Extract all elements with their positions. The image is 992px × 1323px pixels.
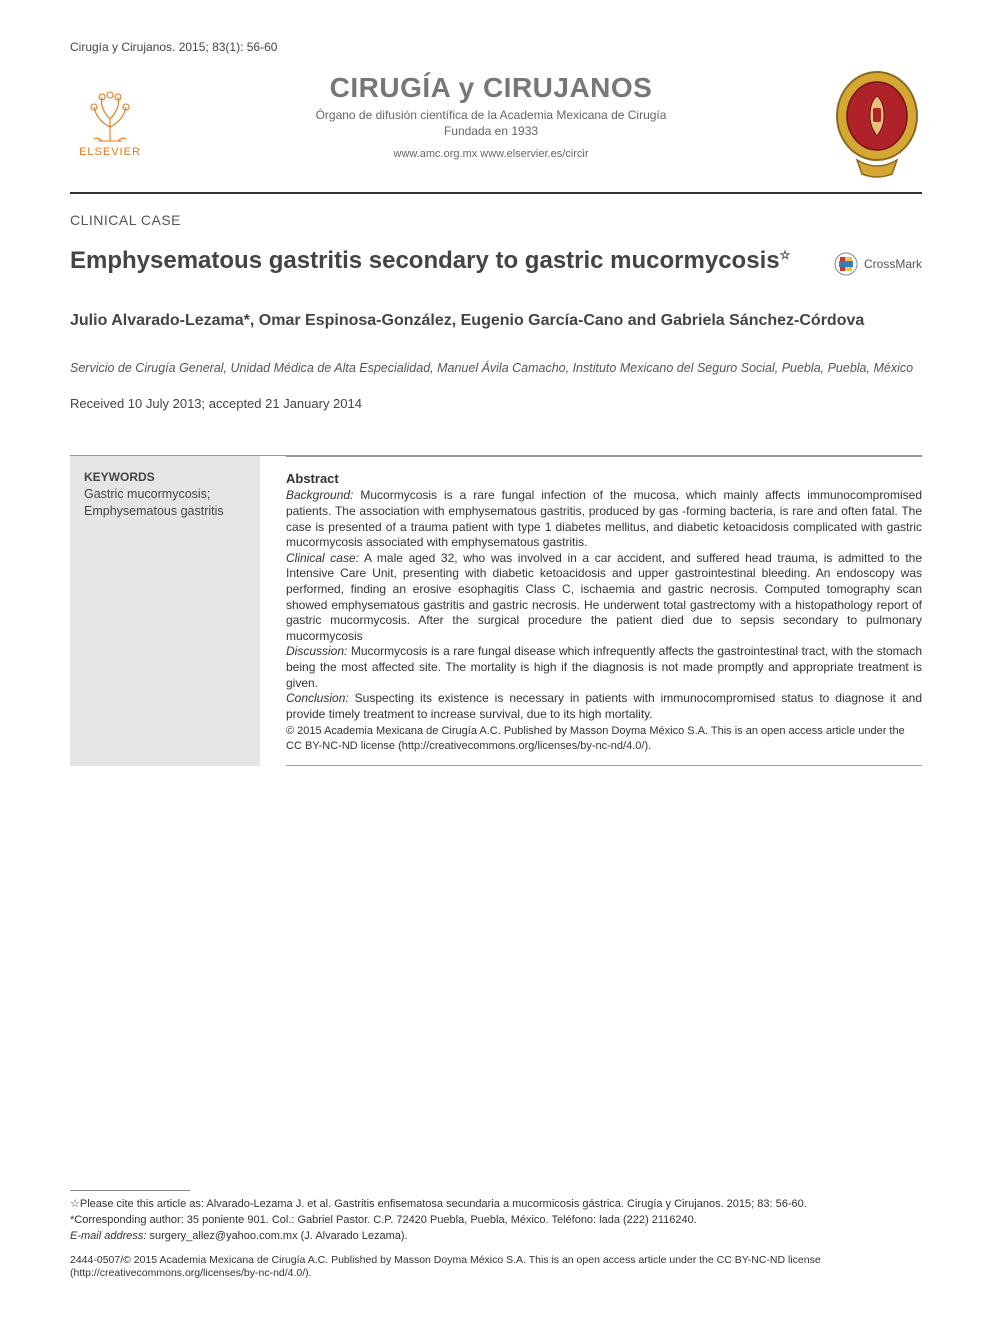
abstract-heading: Abstract (286, 471, 922, 486)
affiliation: Servicio de Cirugía General, Unidad Médi… (70, 360, 922, 377)
abstract-discussion-text: Mucormycosis is a rare fungal disease wh… (286, 644, 922, 689)
journal-title: CIRUGÍA y CIRUJANOS (170, 72, 812, 104)
keywords-list: Gastric mucormycosis; Emphysematous gast… (84, 486, 246, 520)
abstract-conclusion-label: Conclusion: (286, 691, 349, 705)
journal-urls: www.amc.org.mx www.elservier.es/circir (170, 148, 812, 160)
masthead: ELSEVIER CIRUGÍA y CIRUJANOS Órgano de d… (70, 68, 922, 194)
crossmark-badge[interactable]: CrossMark (834, 246, 922, 276)
authors: Julio Alvarado-Lezama*, Omar Espinosa-Go… (70, 310, 922, 332)
article-title-text: Emphysematous gastritis secondary to gas… (70, 247, 780, 274)
footnotes-block: ☆Please cite this article as: Alvarado-L… (70, 1190, 922, 1281)
abstract-conclusion: Conclusion: Suspecting its existence is … (286, 691, 922, 722)
footnote-issn: 2444-0507/© 2015 Academia Mexicana de Ci… (70, 1254, 922, 1281)
abstract-copyright: © 2015 Academia Mexicana de Cirugía A.C.… (286, 724, 922, 753)
keywords-box: KEYWORDS Gastric mucormycosis; Emphysema… (70, 456, 260, 766)
abstract-conclusion-text: Suspecting its existence is necessary in… (286, 691, 922, 721)
abstract-clinical: Clinical case: A male aged 32, who was i… (286, 551, 922, 645)
crossmark-label: CrossMark (864, 257, 922, 271)
article-title: Emphysematous gastritis secondary to gas… (70, 246, 814, 276)
footnote-rule (70, 1190, 190, 1191)
article-dates: Received 10 July 2013; accepted 21 Janua… (70, 396, 922, 411)
crossmark-icon (834, 252, 858, 276)
footnote-cite: ☆Please cite this article as: Alvarado-L… (70, 1197, 922, 1211)
abstract-discussion-label: Discussion: (286, 644, 347, 658)
footnote-email-value: surgery_allez@yahoo.com.mx (J. Alvarado … (146, 1230, 407, 1242)
abstract-background-text: Mucormycosis is a rare fungal infection … (286, 488, 922, 549)
journal-block: CIRUGÍA y CIRUJANOS Órgano de difusión c… (170, 68, 812, 160)
title-footnote-marker: ☆ (780, 248, 791, 262)
abstract-row: KEYWORDS Gastric mucormycosis; Emphysema… (70, 455, 922, 766)
journal-founded: Fundada en 1933 (170, 124, 812, 138)
abstract-background: Background: Mucormycosis is a rare funga… (286, 488, 922, 550)
abstract-clinical-text: A male aged 32, who was involved in a ca… (286, 551, 922, 643)
abstract-discussion: Discussion: Mucormycosis is a rare funga… (286, 644, 922, 691)
elsevier-tree-icon (80, 89, 140, 144)
abstract-box: Abstract Background: Mucormycosis is a r… (286, 456, 922, 766)
journal-subtitle: Órgano de difusión científica de la Acad… (170, 108, 812, 122)
footnote-corresponding: *Corresponding author: 35 poniente 901. … (70, 1213, 922, 1227)
title-row: Emphysematous gastritis secondary to gas… (70, 246, 922, 276)
section-label: CLINICAL CASE (70, 212, 922, 228)
keywords-heading: KEYWORDS (84, 470, 246, 484)
abstract-clinical-label: Clinical case: (286, 551, 359, 565)
academy-logo-icon (832, 68, 922, 178)
elsevier-logo: ELSEVIER (70, 68, 150, 158)
abstract-background-label: Background: (286, 488, 353, 502)
header-citation: Cirugía y Cirujanos. 2015; 83(1): 56-60 (70, 40, 922, 54)
footnote-email: E-mail address: surgery_allez@yahoo.com.… (70, 1229, 922, 1243)
elsevier-label: ELSEVIER (79, 146, 141, 158)
footnote-email-label: E-mail address: (70, 1230, 146, 1242)
